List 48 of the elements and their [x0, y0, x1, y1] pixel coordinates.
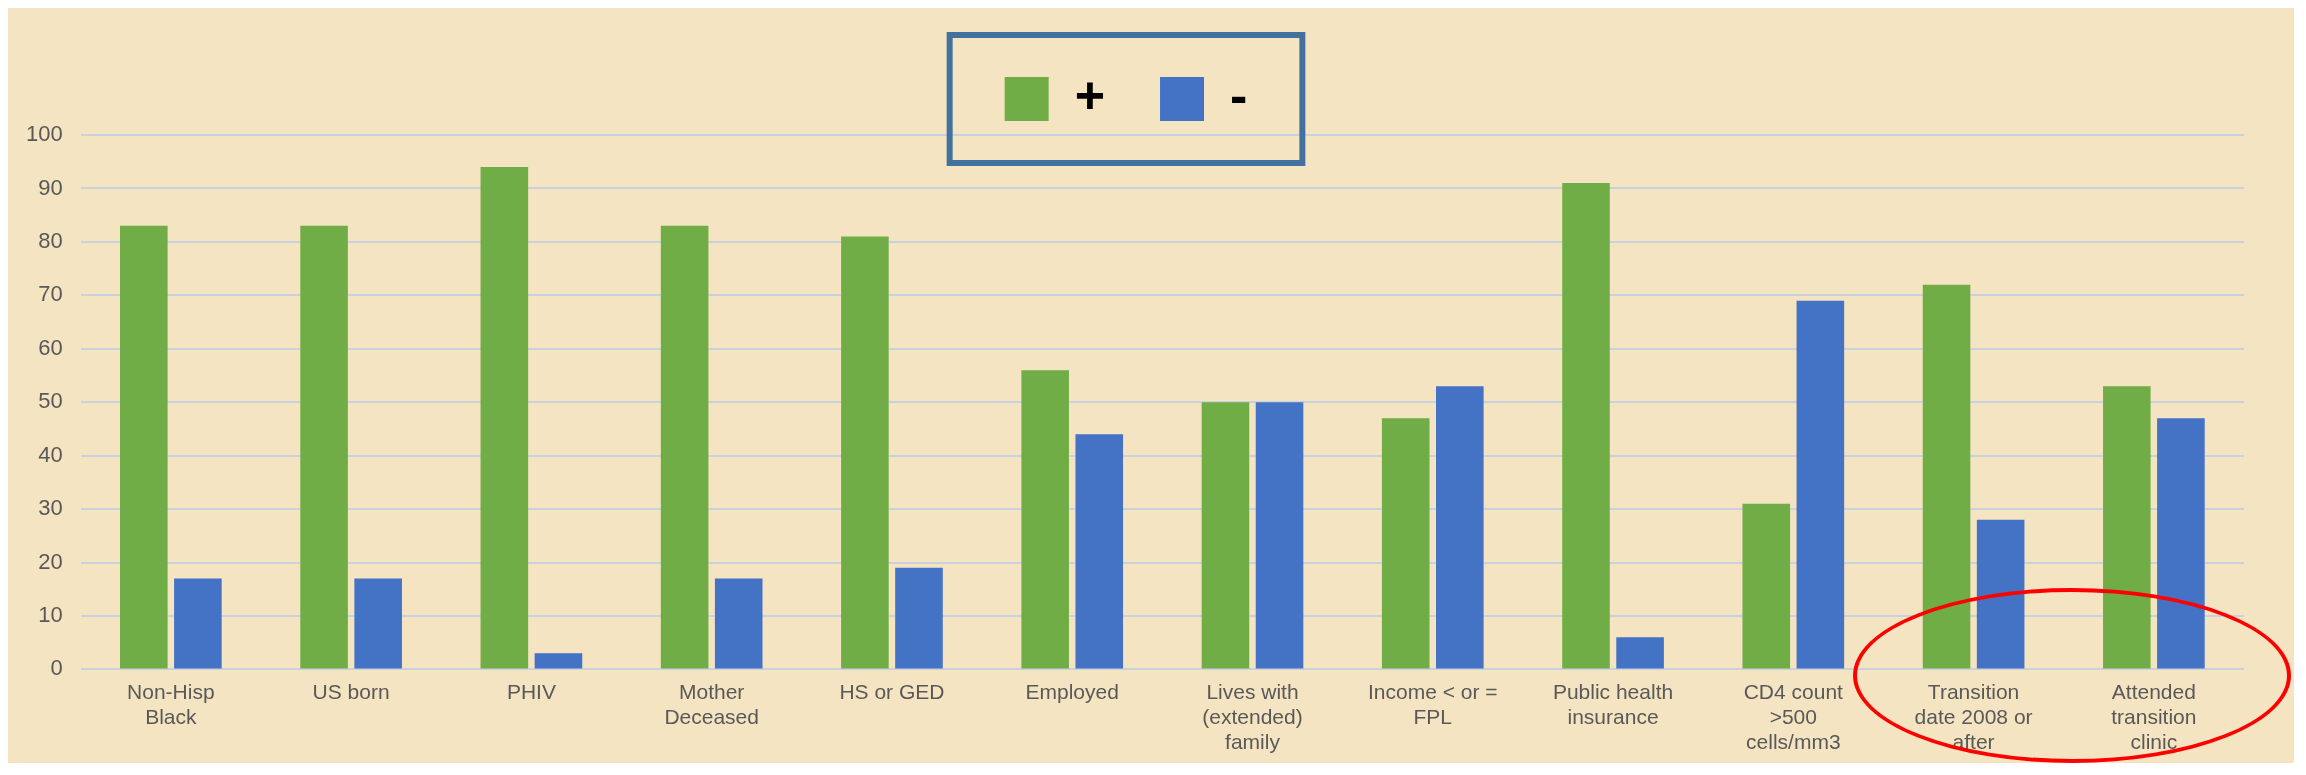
x-tick-label: Non-Hisp Black — [127, 679, 215, 728]
y-tick-label: 50 — [38, 388, 63, 414]
bar — [660, 225, 709, 669]
bar — [1922, 284, 1971, 669]
x-tick-label: PHIV — [506, 679, 556, 703]
y-tick-label: 20 — [38, 548, 63, 574]
bar — [354, 578, 402, 669]
x-tick-label: CD4 count >500 cells/mm3 — [1743, 679, 1844, 754]
bar — [2103, 386, 2151, 669]
bar — [2157, 418, 2205, 669]
bar — [1436, 386, 1484, 669]
bar — [300, 225, 348, 669]
bar — [1976, 519, 2025, 669]
bar — [714, 578, 763, 669]
bar — [1075, 434, 1124, 669]
bar — [120, 225, 168, 669]
x-tick-label: Employed — [1025, 679, 1119, 703]
bar — [841, 236, 889, 669]
legend-label: - — [1230, 66, 1248, 125]
x-tick-label: Mother Deceased — [664, 679, 759, 728]
y-tick-label: 30 — [38, 495, 63, 521]
x-tick-label: US born — [312, 679, 390, 703]
bar — [1742, 503, 1791, 669]
y-tick-label: 40 — [38, 441, 63, 467]
bar — [1616, 637, 1664, 669]
x-tick-label: HS or GED — [839, 679, 945, 703]
bar — [1201, 402, 1250, 669]
bar — [895, 567, 943, 669]
y-tick-label: 60 — [38, 334, 63, 360]
x-tick-label: Public health insurance — [1552, 679, 1674, 728]
bar — [1021, 370, 1069, 669]
bar — [1255, 402, 1304, 669]
x-tick-label: Income < or = FPL — [1367, 679, 1498, 728]
y-tick-label: 10 — [38, 602, 63, 628]
bar — [480, 167, 529, 669]
bar — [1796, 300, 1845, 669]
y-tick-label: 90 — [38, 174, 63, 200]
x-tick-label: Attended transition clinic — [2111, 679, 2197, 754]
bar — [1381, 418, 1430, 669]
bar — [1562, 183, 1610, 669]
legend-label: + — [1074, 66, 1106, 125]
x-tick-label: Lives with (extended) family — [1202, 679, 1303, 754]
y-tick-label: 70 — [38, 281, 63, 307]
bar — [174, 578, 222, 669]
y-tick-label: 100 — [25, 121, 63, 147]
y-tick-label: 80 — [38, 227, 63, 253]
bar — [534, 653, 583, 669]
y-tick-label: 0 — [50, 655, 63, 681]
